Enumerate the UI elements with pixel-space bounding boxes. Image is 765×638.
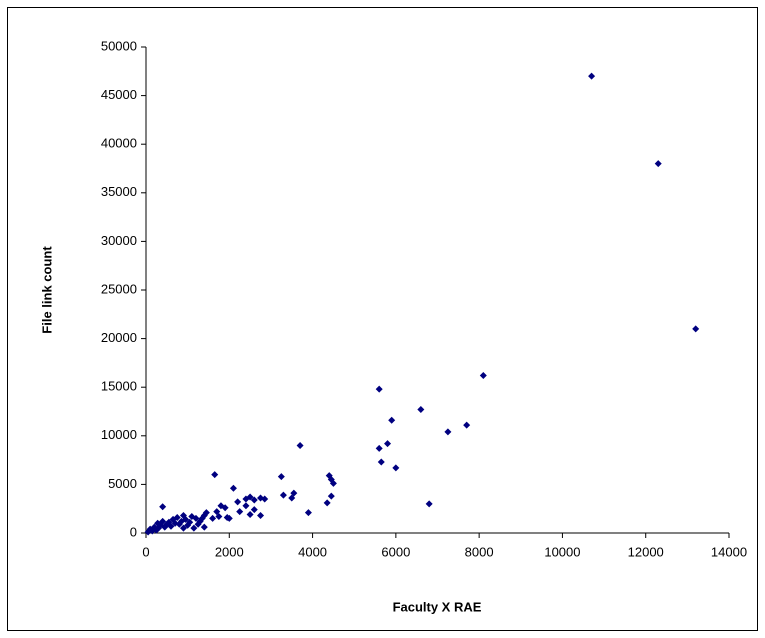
data-point bbox=[225, 514, 233, 522]
data-point bbox=[654, 160, 662, 168]
data-point bbox=[144, 528, 152, 536]
data-point bbox=[588, 72, 596, 80]
x-tick-label: 0 bbox=[142, 544, 149, 559]
y-axis-title: File link count bbox=[39, 246, 54, 334]
x-axis-title: Faculty X RAE bbox=[393, 599, 482, 614]
data-point bbox=[234, 498, 242, 506]
y-tick-label: 15000 bbox=[101, 379, 137, 394]
y-tick-label: 50000 bbox=[101, 38, 137, 53]
data-point bbox=[279, 491, 287, 499]
data-point bbox=[384, 440, 392, 448]
data-point bbox=[242, 502, 250, 510]
y-tick-label: 20000 bbox=[101, 330, 137, 345]
data-point bbox=[304, 509, 312, 517]
data-point bbox=[277, 473, 285, 481]
data-point bbox=[392, 464, 400, 472]
x-tick-label: 8000 bbox=[465, 544, 494, 559]
data-point bbox=[159, 503, 167, 511]
data-point bbox=[425, 500, 433, 508]
data-point bbox=[209, 514, 217, 522]
data-point bbox=[329, 479, 337, 487]
data-point bbox=[169, 515, 177, 523]
data-point bbox=[417, 406, 425, 414]
data-point bbox=[388, 416, 396, 424]
data-point bbox=[229, 484, 237, 492]
data-point bbox=[211, 471, 219, 479]
y-tick-label: 40000 bbox=[101, 136, 137, 151]
data-point bbox=[250, 506, 258, 514]
y-tick-label: 5000 bbox=[108, 476, 137, 491]
data-point bbox=[194, 520, 202, 528]
data-point bbox=[179, 512, 187, 520]
y-tick-label: 30000 bbox=[101, 233, 137, 248]
x-tick-label: 6000 bbox=[381, 544, 410, 559]
data-point bbox=[236, 508, 244, 516]
data-point bbox=[217, 502, 225, 510]
y-tick-label: 45000 bbox=[101, 87, 137, 102]
data-point bbox=[246, 511, 254, 519]
data-point bbox=[213, 508, 221, 516]
data-point bbox=[184, 521, 192, 529]
data-point bbox=[327, 492, 335, 500]
data-point bbox=[377, 458, 385, 466]
x-tick-label: 4000 bbox=[298, 544, 327, 559]
data-point bbox=[246, 493, 254, 501]
data-point bbox=[257, 512, 265, 520]
x-tick-label: 14000 bbox=[711, 544, 747, 559]
x-tick-label: 2000 bbox=[215, 544, 244, 559]
data-point bbox=[190, 524, 198, 532]
data-point bbox=[479, 372, 487, 380]
data-point bbox=[200, 523, 208, 531]
data-point bbox=[288, 494, 296, 502]
x-tick-label: 12000 bbox=[628, 544, 664, 559]
data-point bbox=[463, 421, 471, 429]
y-tick-label: 0 bbox=[130, 524, 137, 539]
data-point bbox=[250, 496, 258, 504]
data-point bbox=[444, 428, 452, 436]
data-point bbox=[296, 442, 304, 450]
y-tick-label: 25000 bbox=[101, 281, 137, 296]
x-tick-label: 10000 bbox=[544, 544, 580, 559]
data-point bbox=[692, 325, 700, 333]
data-point bbox=[261, 495, 269, 503]
data-point bbox=[323, 499, 331, 507]
data-point bbox=[179, 524, 187, 532]
data-point bbox=[188, 512, 196, 520]
y-tick-label: 10000 bbox=[101, 427, 137, 442]
data-point bbox=[375, 385, 383, 393]
data-point bbox=[375, 444, 383, 452]
data-point bbox=[154, 519, 162, 527]
chart-frame bbox=[7, 7, 758, 631]
y-tick-label: 35000 bbox=[101, 184, 137, 199]
